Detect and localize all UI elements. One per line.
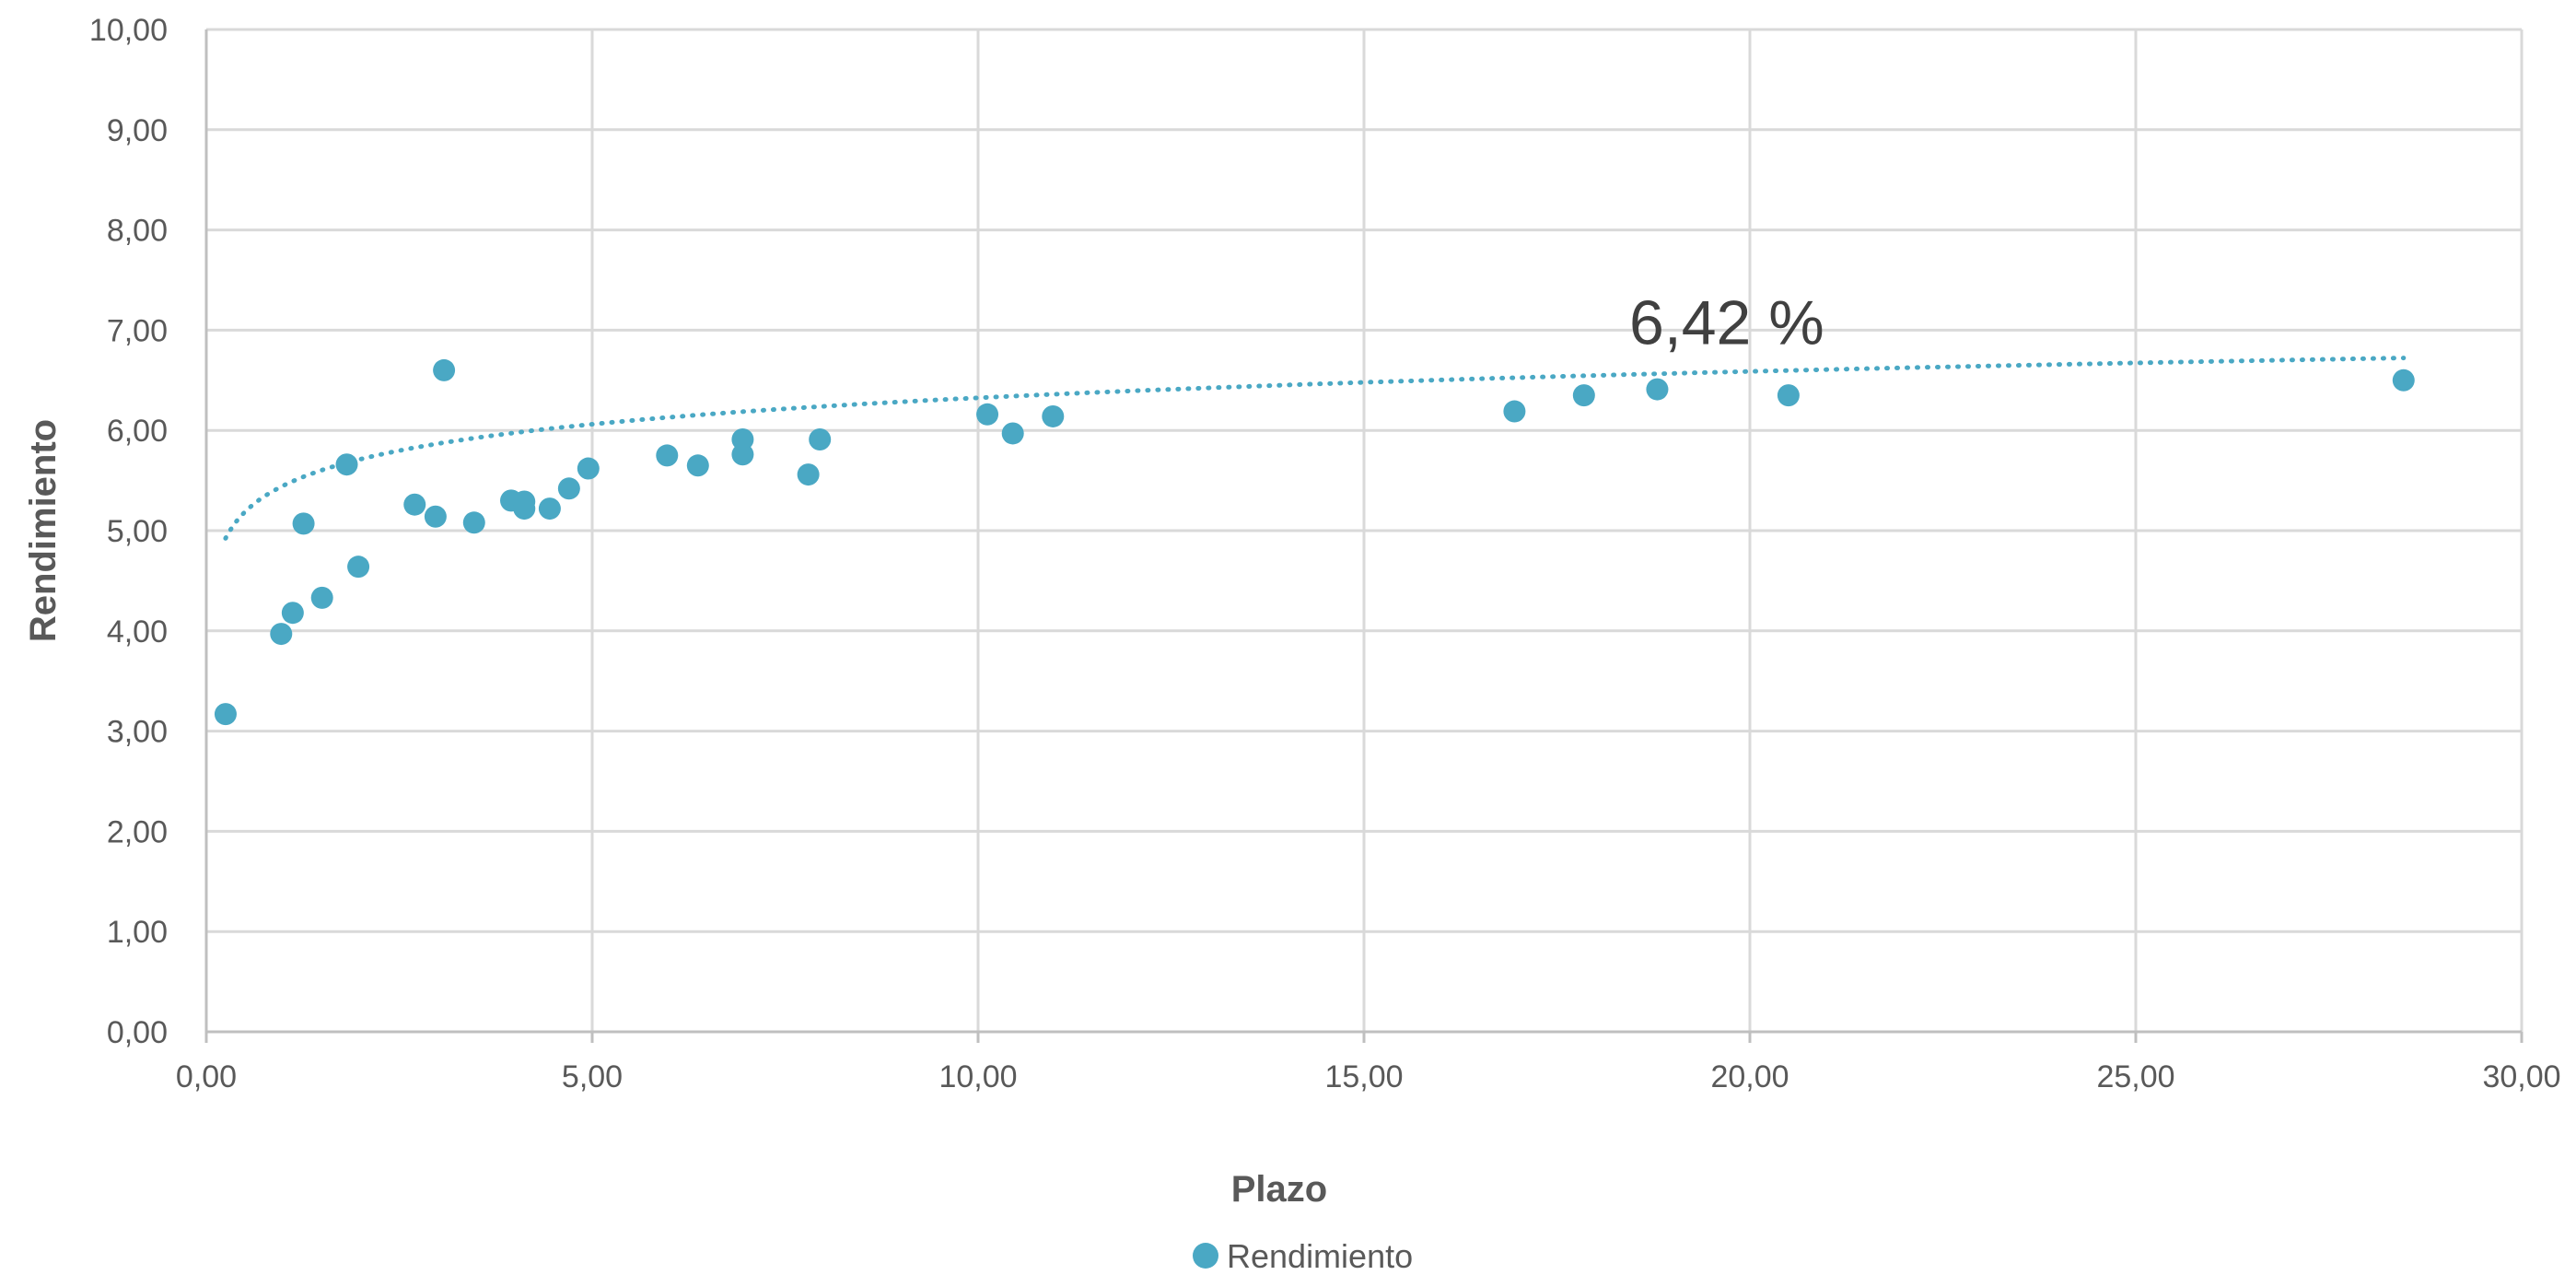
data-point	[403, 494, 425, 516]
data-point	[1778, 384, 1800, 406]
legend: Rendimiento	[1193, 1237, 1413, 1275]
data-point	[282, 602, 304, 624]
data-point	[293, 512, 315, 534]
x-tick-label: 20,00	[1710, 1059, 1789, 1094]
data-point	[463, 511, 485, 533]
x-tick-label: 30,00	[2482, 1059, 2560, 1094]
data-point	[513, 497, 535, 520]
data-point	[809, 428, 831, 450]
y-tick-label: 0,00	[107, 1015, 168, 1050]
data-points	[215, 359, 2415, 725]
data-point	[539, 497, 561, 520]
data-point	[311, 587, 333, 609]
data-point	[2393, 369, 2415, 392]
y-tick-label: 7,00	[107, 313, 168, 348]
data-point	[215, 703, 237, 725]
data-point	[656, 444, 678, 466]
y-tick-label: 1,00	[107, 915, 168, 950]
data-point	[798, 463, 820, 485]
data-point	[687, 454, 709, 476]
annotation-label: 6,42 %	[1629, 288, 1824, 358]
data-point	[1646, 379, 1668, 401]
data-point	[1042, 405, 1064, 427]
data-point	[577, 458, 600, 480]
y-axis-title: Rendimiento	[23, 419, 64, 642]
legend-label: Rendimiento	[1227, 1237, 1413, 1275]
y-tick-label: 4,00	[107, 614, 168, 649]
data-point	[731, 443, 753, 465]
data-point	[425, 506, 447, 528]
data-point	[1503, 401, 1525, 423]
x-tick-label: 10,00	[938, 1059, 1017, 1094]
data-point	[347, 556, 369, 578]
x-tick-label: 5,00	[562, 1059, 623, 1094]
y-axis-ticks: 0,00 1,00 2,00 3,00 4,00 5,00 6,00 7,00 8,00 9,00…	[89, 13, 168, 1050]
y-tick-label: 9,00	[107, 113, 168, 148]
x-tick-label: 15,00	[1324, 1059, 1403, 1094]
data-point	[433, 359, 455, 381]
x-axis-title: Plazo	[1231, 1169, 1327, 1210]
legend-marker	[1193, 1243, 1218, 1269]
data-point	[336, 453, 358, 475]
data-point	[270, 623, 292, 645]
y-tick-label: 5,00	[107, 514, 168, 549]
y-tick-label: 2,00	[107, 814, 168, 849]
data-point	[1002, 422, 1024, 444]
data-point	[976, 404, 998, 426]
gridlines	[206, 29, 2522, 1032]
data-point	[558, 477, 580, 499]
x-tick-label: 0,00	[176, 1059, 237, 1094]
data-point	[1573, 384, 1595, 406]
x-tick-label: 25,00	[2096, 1059, 2174, 1094]
y-tick-label: 6,00	[107, 414, 168, 449]
y-tick-label: 8,00	[107, 214, 168, 249]
x-axis-ticks: 0,00 5,00 10,00 15,00 20,00 25,00 30,00	[176, 1059, 2561, 1094]
y-tick-label: 10,00	[89, 13, 168, 48]
y-tick-label: 3,00	[107, 715, 168, 750]
annotations: 6,42 %	[1629, 288, 1824, 358]
